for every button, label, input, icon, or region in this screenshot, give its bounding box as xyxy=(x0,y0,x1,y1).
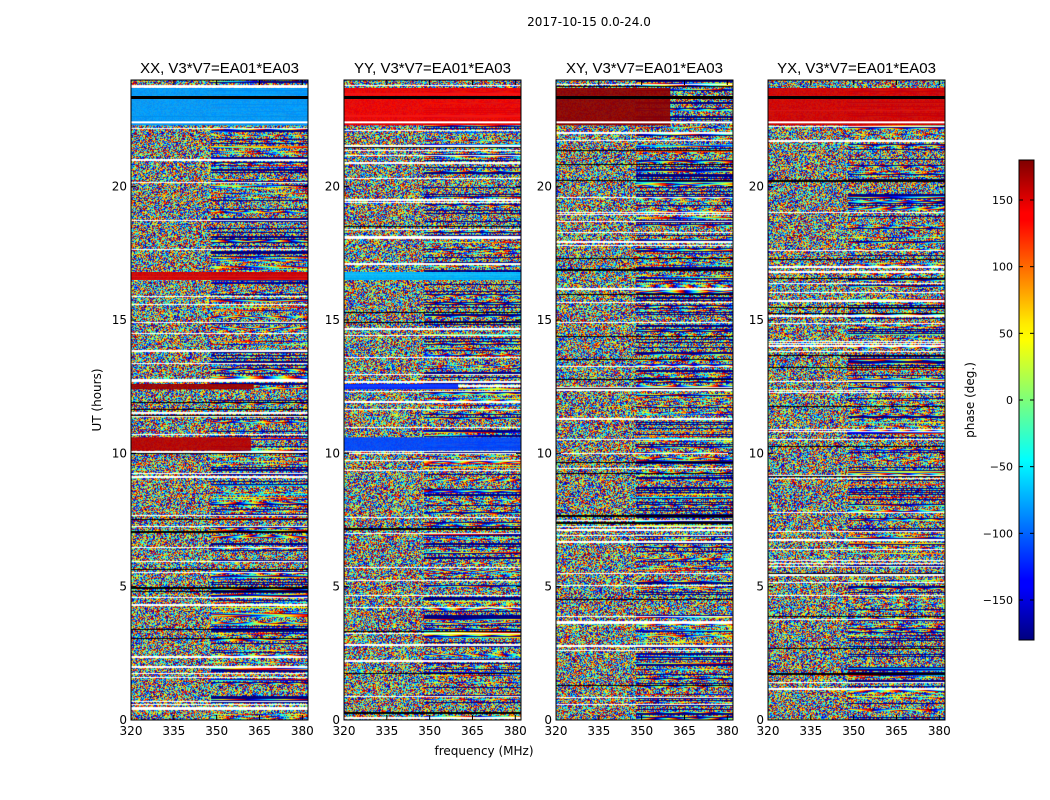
x-tick-label: 350 xyxy=(205,724,228,738)
x-tick-label: 320 xyxy=(333,724,356,738)
panel-0: XX, V3*V7=EA01*EA03 320 335 350 365 380 0 5 10 15… xyxy=(112,60,314,738)
y-axis-label: UT (hours) xyxy=(90,368,104,431)
phase-band xyxy=(556,88,671,126)
x-tick-label: 365 xyxy=(885,724,908,738)
phase-band xyxy=(131,272,308,280)
y-tick-label: 20 xyxy=(749,180,764,194)
x-tick-label: 335 xyxy=(375,724,398,738)
y-tick-label: 5 xyxy=(332,580,340,594)
y-tick-label: 20 xyxy=(537,180,552,194)
x-tick-label: 335 xyxy=(799,724,822,738)
y-tick-label: 0 xyxy=(332,713,340,727)
colorbar-tick-label: 0 xyxy=(1006,394,1013,407)
y-tick-label: 5 xyxy=(756,580,764,594)
phase-heatmap xyxy=(768,80,945,720)
phase-band xyxy=(344,272,521,280)
y-tick-label: 0 xyxy=(756,713,764,727)
flag-line xyxy=(556,121,733,124)
colorbar-tick-label: −150 xyxy=(983,594,1013,607)
y-tick-label: 15 xyxy=(325,313,340,327)
phase-heatmap xyxy=(131,80,308,720)
y-tick-label: 5 xyxy=(544,580,552,594)
colorbar-tick-label: −50 xyxy=(990,461,1013,474)
x-tick-label: 335 xyxy=(587,724,610,738)
phase-band xyxy=(131,88,308,126)
panel-title: YX, V3*V7=EA01*EA03 xyxy=(777,60,936,77)
y-tick-label: 15 xyxy=(537,313,552,327)
x-tick-label: 365 xyxy=(673,724,696,738)
x-tick-label: 380 xyxy=(291,724,314,738)
y-tick-label: 0 xyxy=(119,713,127,727)
flag-line xyxy=(768,96,945,99)
flag-line xyxy=(344,96,521,99)
colorbar-label: phase (deg.) xyxy=(963,362,977,438)
phase-band xyxy=(344,384,459,390)
colorbar-tick-label: −100 xyxy=(983,527,1013,540)
phase-heatmap xyxy=(344,80,521,720)
y-tick-label: 10 xyxy=(537,446,552,460)
panel-2: XY, V3*V7=EA01*EA03 320 335 350 365 380 0 5 10 15… xyxy=(537,60,739,738)
panel-frame xyxy=(343,79,522,721)
colorbar-tick-label: 150 xyxy=(992,194,1013,207)
y-tick-label: 0 xyxy=(544,713,552,727)
colorbar-tick-label: 100 xyxy=(992,261,1013,274)
phase-band xyxy=(131,437,251,451)
x-tick-label: 350 xyxy=(418,724,441,738)
panel-3: YX, V3*V7=EA01*EA03 320 335 350 365 380 0 5 10 15… xyxy=(749,60,951,738)
x-tick-label: 320 xyxy=(120,724,143,738)
y-tick-label: 10 xyxy=(749,446,764,460)
y-tick-label: 5 xyxy=(119,580,127,594)
y-tick-label: 20 xyxy=(325,180,340,194)
colorbar-tick-label: 50 xyxy=(999,327,1013,340)
panel-1: YY, V3*V7=EA01*EA03 320 335 350 365 380 0 5 10 15… xyxy=(325,60,527,738)
panel-frame xyxy=(767,79,946,721)
panel-frame xyxy=(555,79,734,721)
phase-band xyxy=(768,88,945,126)
y-tick-label: 10 xyxy=(325,446,340,460)
x-tick-label: 365 xyxy=(248,724,271,738)
x-axis-label: frequency (MHz) xyxy=(434,744,533,758)
flag-line xyxy=(344,121,521,124)
x-tick-label: 380 xyxy=(716,724,739,738)
phase-band xyxy=(131,384,254,390)
x-tick-label: 380 xyxy=(504,724,527,738)
x-tick-label: 335 xyxy=(162,724,185,738)
x-tick-label: 365 xyxy=(461,724,484,738)
panel-title: XX, V3*V7=EA01*EA03 xyxy=(140,60,299,77)
flag-line xyxy=(556,96,733,99)
y-tick-label: 20 xyxy=(112,180,127,194)
flag-line xyxy=(131,121,308,124)
flag-line xyxy=(131,96,308,99)
y-tick-label: 15 xyxy=(749,313,764,327)
phase-band xyxy=(344,437,521,451)
figure-suptitle: 2017-10-15 0.0-24.0 xyxy=(527,15,651,29)
x-tick-label: 350 xyxy=(842,724,865,738)
panel-title: YY, V3*V7=EA01*EA03 xyxy=(354,60,511,77)
phase-band xyxy=(344,88,521,126)
x-tick-label: 350 xyxy=(630,724,653,738)
panel-title: XY, V3*V7=EA01*EA03 xyxy=(566,60,723,77)
x-tick-label: 320 xyxy=(757,724,780,738)
y-tick-label: 15 xyxy=(112,313,127,327)
phase-heatmap xyxy=(556,80,733,720)
panel-frame xyxy=(130,79,309,721)
y-tick-label: 10 xyxy=(112,446,127,460)
x-tick-label: 380 xyxy=(928,724,951,738)
x-tick-label: 320 xyxy=(545,724,568,738)
flag-line xyxy=(768,121,945,124)
colorbar: 150 100 50 0 −50 −100 −150 phase (deg.) xyxy=(963,159,1035,641)
